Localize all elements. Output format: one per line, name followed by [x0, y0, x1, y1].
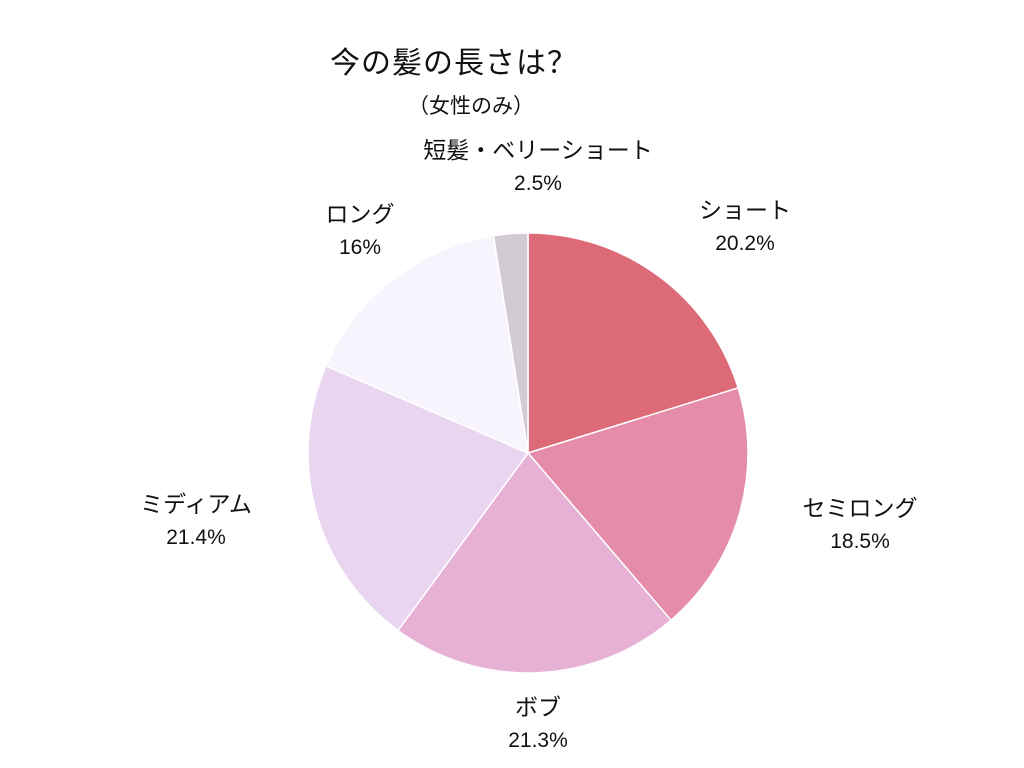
slice-label-very-short: 短髪・ベリーショート 2.5% [423, 138, 653, 195]
slice-label-bob: ボブ 21.3% [508, 695, 568, 752]
slice-percent: 16% [338, 236, 382, 259]
slice-percent: 20.2% [715, 232, 775, 255]
slice-label-medium: ミディアム 21.4% [140, 492, 252, 549]
chart-title: 今の髪の長さは？ [330, 46, 578, 81]
chart-subtitle: （女性のみ） [408, 94, 534, 118]
pie-slice-short [527, 232, 740, 455]
slice-label-short: ショート 20.2% [699, 198, 791, 255]
slice-percent: 18.5% [830, 530, 890, 553]
slice-name: ロング [325, 202, 395, 228]
slice-name: セミロング [802, 496, 918, 522]
pie-slice-very-short [492, 232, 529, 454]
slice-label-long: ロング 16% [325, 202, 395, 259]
slice-name: ボブ [514, 695, 561, 721]
pie-slice-semi-long [526, 386, 749, 622]
slice-percent: 21.4% [166, 526, 226, 549]
pie-slice-long [325, 234, 529, 455]
slice-percent: 2.5% [514, 172, 562, 195]
pie-slice-bob [396, 451, 673, 674]
slice-name: 短髪・ベリーショート [423, 138, 653, 164]
slice-name: ミディアム [140, 492, 252, 518]
pie-slice-medium [307, 364, 530, 632]
slice-name: ショート [699, 198, 791, 224]
slice-percent: 21.3% [508, 729, 568, 752]
slice-label-semi-long: セミロング 18.5% [802, 496, 918, 553]
